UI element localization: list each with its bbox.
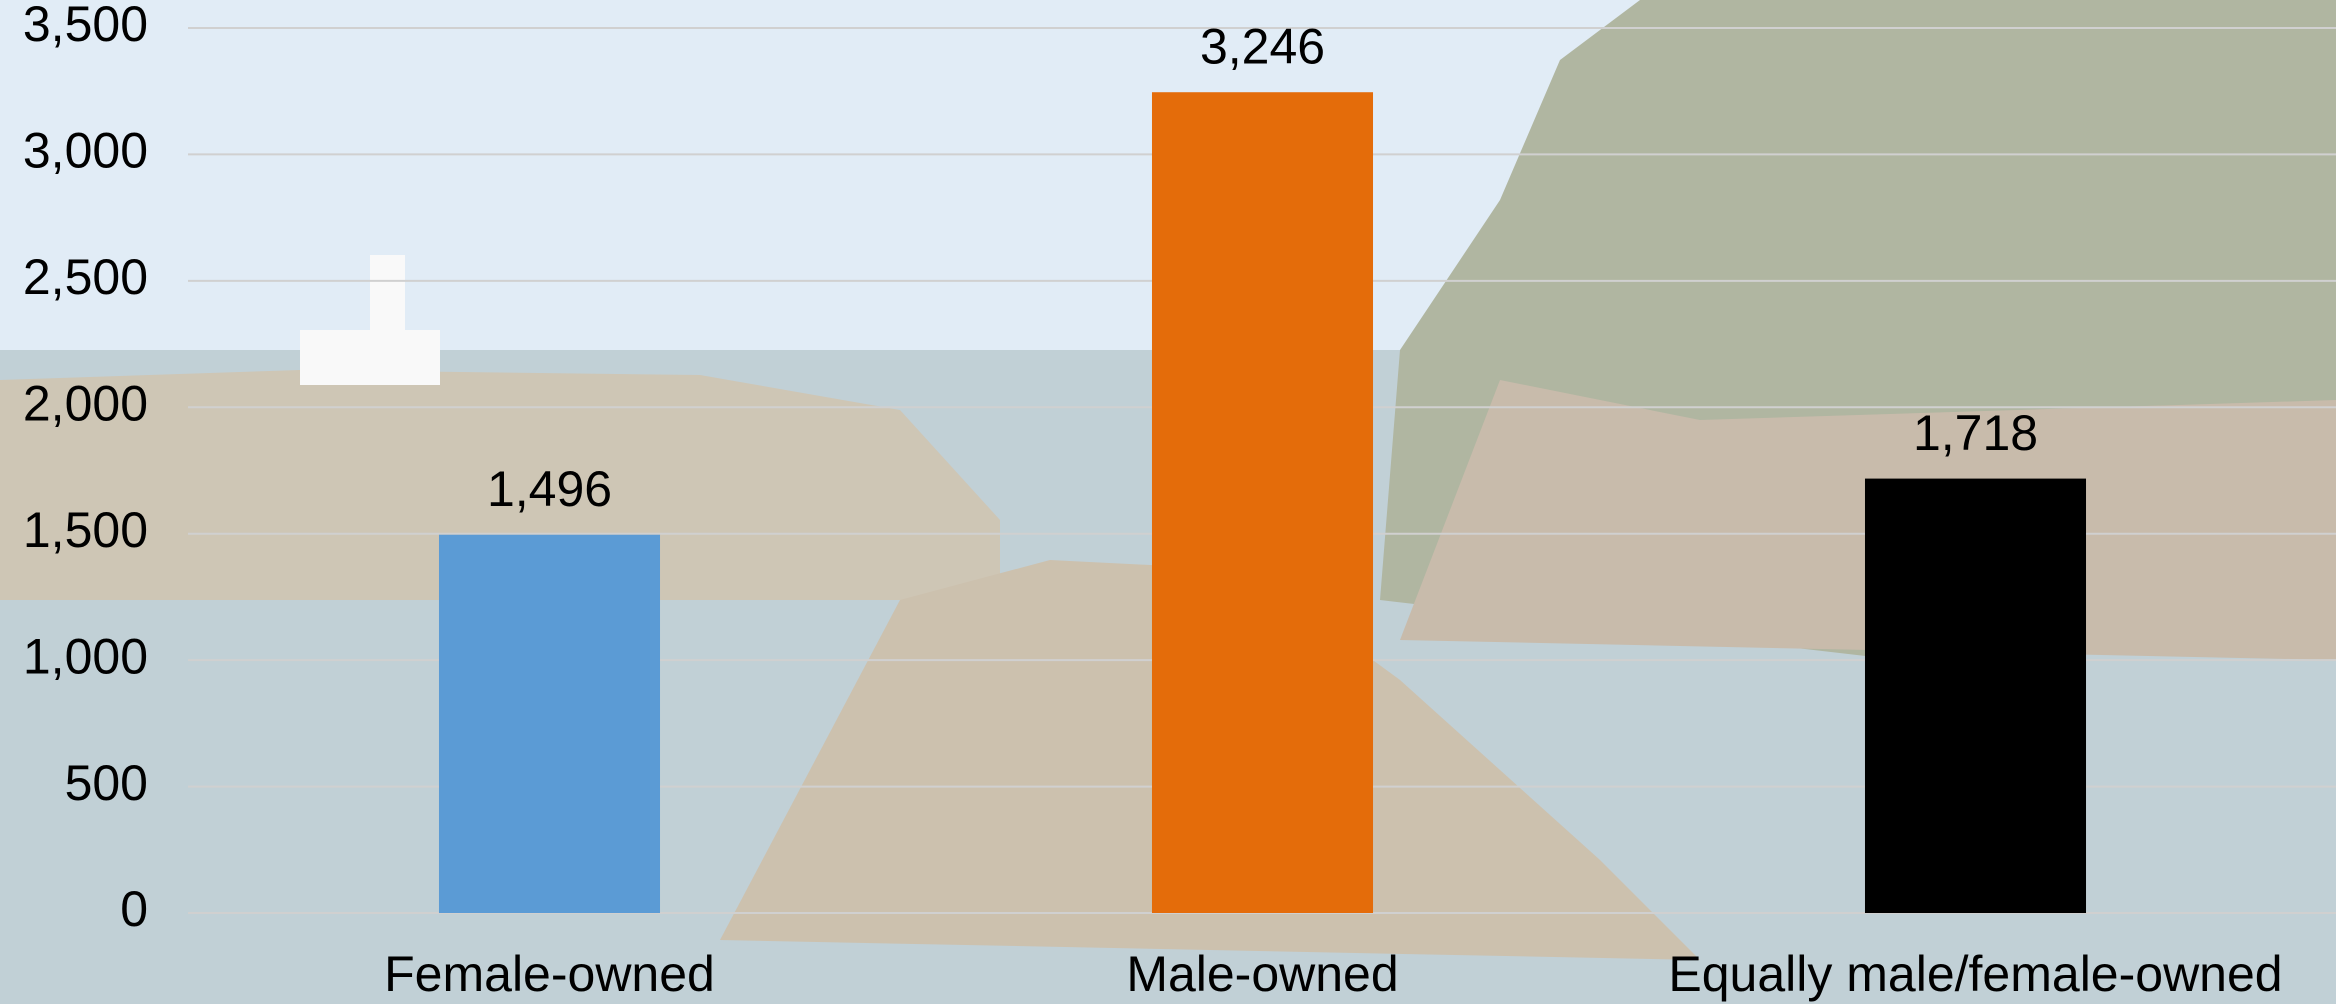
y-tick-label: 1,500 [23, 502, 148, 558]
y-tick-label: 1,000 [23, 628, 148, 684]
value-label: 1,496 [487, 461, 612, 517]
y-tick-label: 500 [65, 755, 148, 811]
bar [439, 535, 660, 913]
x-tick-label: Equally male/female-owned [1668, 946, 2282, 1002]
chart: 0 500 1,000 1,500 2,000 2,500 3,000 3,500 Female… [0, 0, 2336, 1004]
x-tick-label: Male-owned [1126, 946, 1398, 1002]
y-tick-label: 2,000 [23, 375, 148, 431]
bar [1152, 92, 1373, 913]
value-label: 3,246 [1200, 18, 1325, 74]
x-tick-label: Female-owned [384, 946, 715, 1002]
y-tick-label: 3,500 [23, 0, 148, 52]
value-label: 1,718 [1913, 405, 2038, 461]
y-tick-label: 3,000 [23, 123, 148, 179]
bar [1865, 479, 2086, 913]
y-tick-label: 0 [120, 881, 148, 937]
y-tick-label: 2,500 [23, 249, 148, 305]
page: 0 500 1,000 1,500 2,000 2,500 3,000 3,500 Female… [0, 0, 2336, 1004]
